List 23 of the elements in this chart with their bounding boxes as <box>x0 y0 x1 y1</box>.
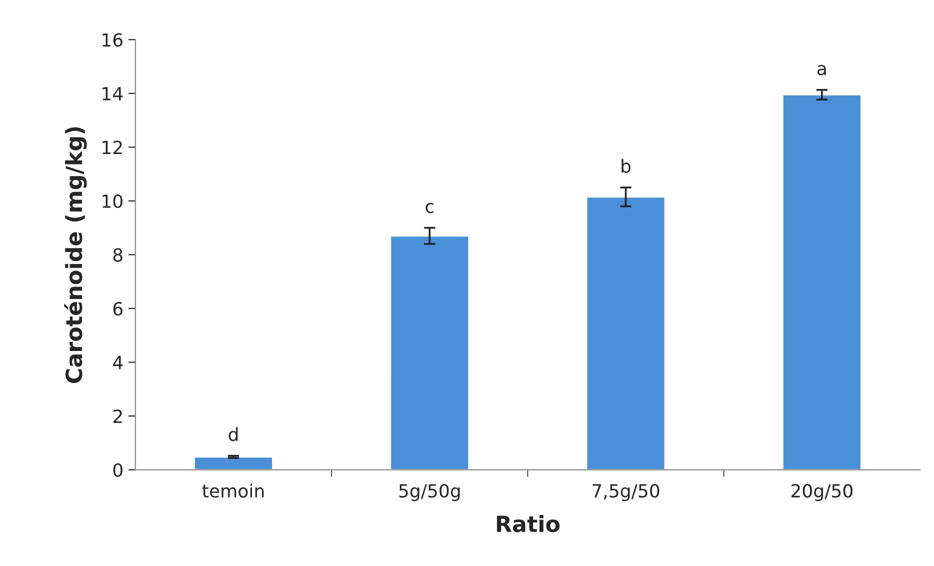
annotation: c <box>426 202 434 214</box>
y-tick-label: 12 <box>102 140 122 154</box>
y-tick-label: 6 <box>113 302 122 316</box>
y-tick-label: 2 <box>113 409 122 423</box>
y-tick-label: 4 <box>113 356 123 370</box>
x-tick-label: 5g/50g <box>399 484 460 502</box>
y-tick-label: 10 <box>102 194 122 208</box>
y-tick-label: 16 <box>102 33 122 47</box>
x-tick-label: temoin <box>202 484 264 498</box>
annotation: b <box>622 158 631 173</box>
annotation: d <box>228 427 238 442</box>
x-axis-title: Ratio <box>496 515 560 532</box>
annotation: a <box>817 64 826 76</box>
bar <box>390 235 470 470</box>
y-axis-title: Caroténoide (mg/kg) <box>64 127 87 384</box>
x-tick-label: 20g/50 <box>791 484 852 502</box>
y-tick-label: 8 <box>113 248 122 262</box>
y-tick-label: 14 <box>102 87 123 100</box>
bar <box>194 456 274 470</box>
x-tick-label: 7,5g/50 <box>592 484 660 502</box>
y-tick-label: 0 <box>113 463 122 477</box>
bar <box>586 196 666 470</box>
bar <box>782 94 862 470</box>
